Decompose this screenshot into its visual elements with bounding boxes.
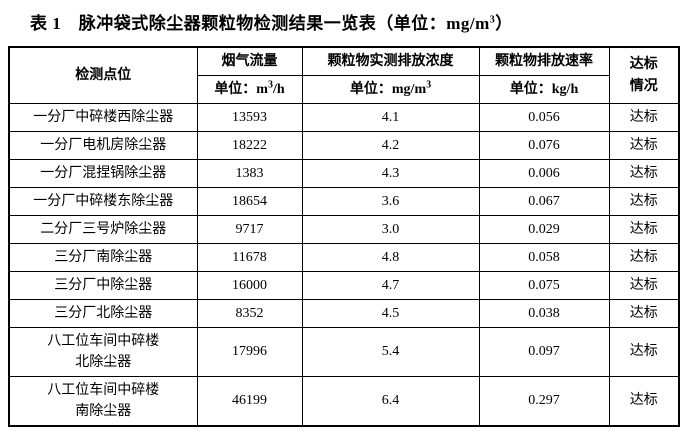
table-row: 一分厂电机房除尘器 18222 4.2 0.076 达标: [8, 131, 680, 160]
rate-cell: 0.006: [478, 159, 610, 188]
table-row: 一分厂中碎楼东除尘器 18654 3.6 0.067 达标: [8, 187, 680, 216]
status-cell: 达标: [608, 299, 680, 328]
flow-cell: 16000: [196, 271, 303, 300]
rate-cell: 0.297: [478, 376, 610, 427]
rate-cell: 0.029: [478, 215, 610, 244]
status-cell: 达标: [608, 327, 680, 377]
status-cell: 达标: [608, 376, 680, 427]
header-flow-unit: 单位：m3/h: [196, 75, 303, 104]
header-rate-unit: 单位：kg/h: [478, 75, 610, 104]
point-cell: 一分厂电机房除尘器: [8, 131, 198, 160]
rate-cell: 0.038: [478, 299, 610, 328]
rate-cell: 0.076: [478, 131, 610, 160]
conc-cell: 4.1: [301, 103, 480, 132]
flow-cell: 9717: [196, 215, 303, 244]
rate-cell: 0.067: [478, 187, 610, 216]
rate-cell: 0.097: [478, 327, 610, 377]
header-conc-unit: 单位：mg/m3: [301, 75, 480, 104]
point-cell: 八工位车间中碎楼 南除尘器: [8, 376, 198, 427]
status-cell: 达标: [608, 243, 680, 272]
page-title: 表 1 脉冲袋式除尘器颗粒物检测结果一览表（单位：mg/m3）: [30, 11, 685, 36]
point-cell: 三分厂中除尘器: [8, 271, 198, 300]
conc-cell: 4.5: [301, 299, 480, 328]
flow-cell: 13593: [196, 103, 303, 132]
point-cell: 八工位车间中碎楼 北除尘器: [8, 327, 198, 377]
page-title-suffix: ）: [495, 14, 513, 33]
point-cell: 三分厂北除尘器: [8, 299, 198, 328]
table-row: 三分厂北除尘器 8352 4.5 0.038 达标: [8, 299, 680, 328]
table-row: 三分厂中除尘器 16000 4.7 0.075 达标: [8, 271, 680, 300]
conc-cell: 4.2: [301, 131, 480, 160]
header-conc-label: 颗粒物实测排放浓度: [301, 46, 480, 76]
header-point: 检测点位: [8, 46, 198, 104]
rate-cell: 0.075: [478, 271, 610, 300]
flow-cell: 46199: [196, 376, 303, 427]
status-cell: 达标: [608, 215, 680, 244]
page-title-superscript: 3: [489, 14, 496, 26]
header-status: 达标 情况: [608, 46, 680, 104]
status-cell: 达标: [608, 103, 680, 132]
point-cell: 二分厂三号炉除尘器: [8, 215, 198, 244]
table-row: 二分厂三号炉除尘器 9717 3.0 0.029 达标: [8, 215, 680, 244]
results-table: 检测点位 烟气流量 颗粒物实测排放浓度 颗粒物排放速率 达标 情况 单位：m3/h…: [8, 46, 680, 427]
rate-cell: 0.056: [478, 103, 610, 132]
table-row: 八工位车间中碎楼 南除尘器 46199 6.4 0.297 达标: [8, 376, 680, 427]
conc-cell: 4.3: [301, 159, 480, 188]
header-row-1: 检测点位 烟气流量 颗粒物实测排放浓度 颗粒物排放速率 达标情况: [8, 46, 680, 104]
flow-cell: 18222: [196, 131, 303, 160]
table-row: 一分厂混捏锅除尘器 1383 4.3 0.006 达标: [8, 159, 680, 188]
header-rate-label: 颗粒物排放速率: [478, 46, 610, 76]
header-status-line1: 达标: [629, 56, 658, 72]
status-cell: 达标: [608, 271, 680, 300]
conc-cell: 6.4: [301, 376, 480, 427]
flow-cell: 1383: [196, 159, 303, 188]
flow-cell: 18654: [196, 187, 303, 216]
conc-cell: 4.7: [301, 271, 480, 300]
point-cell: 三分厂南除尘器: [8, 243, 198, 272]
conc-cell: 3.0: [301, 215, 480, 244]
conc-cell: 3.6: [301, 187, 480, 216]
flow-cell: 11678: [196, 243, 303, 272]
point-cell: 一分厂中碎楼西除尘器: [8, 103, 198, 132]
point-cell: 一分厂中碎楼东除尘器: [8, 187, 198, 216]
point-cell: 一分厂混捏锅除尘器: [8, 159, 198, 188]
header-status-line2: 情况: [629, 78, 658, 94]
rate-cell: 0.058: [478, 243, 610, 272]
table-row: 一分厂中碎楼西除尘器 13593 4.1 0.056 达标: [8, 103, 680, 132]
header-row-2: 单位：m3/h 单位：mg/m3 单位：kg/h: [9, 75, 679, 104]
status-cell: 达标: [608, 159, 680, 188]
table-row: 三分厂南除尘器 11678 4.8 0.058 达标: [8, 243, 680, 272]
status-cell: 达标: [608, 187, 680, 216]
page-title-text: 表 1 脉冲袋式除尘器颗粒物检测结果一览表（单位：mg/m: [30, 14, 490, 33]
table-row: 八工位车间中碎楼 北除尘器 17996 5.4 0.097 达标: [8, 327, 680, 377]
conc-cell: 4.8: [301, 243, 480, 272]
flow-cell: 8352: [196, 299, 303, 328]
status-cell: 达标: [608, 131, 680, 160]
conc-cell: 5.4: [301, 327, 480, 377]
header-flow-label: 烟气流量: [196, 46, 303, 76]
flow-cell: 17996: [196, 327, 303, 377]
